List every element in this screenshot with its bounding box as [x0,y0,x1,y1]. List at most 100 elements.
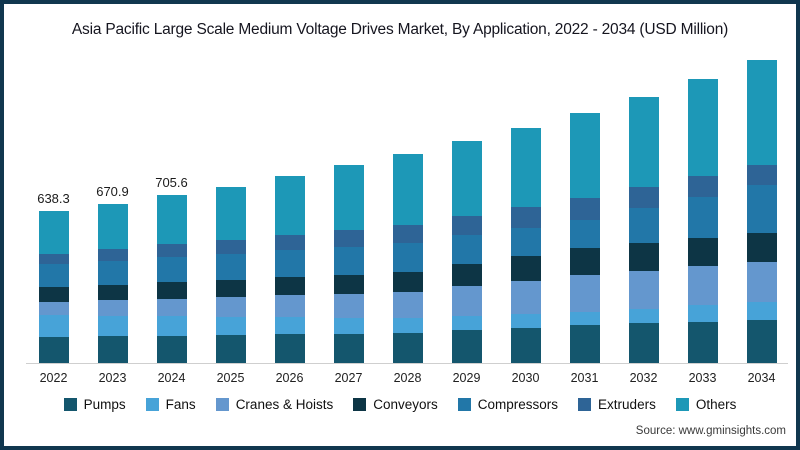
legend-item-fans: Fans [145,397,196,412]
legend-swatch-others [675,398,689,411]
legend-item-cranes-hoists: Cranes & Hoists [215,397,333,412]
bar-column-2025 [201,55,260,363]
segment-others-2022 [38,211,69,255]
legend-label-conveyors: Conveyors [373,397,438,412]
segment-fans-2026 [274,317,305,335]
segment-compressors-2030 [510,227,541,257]
legend-swatch-pumps [63,398,77,411]
segment-others-2024 [156,195,187,245]
segment-extruders-2031 [569,198,600,221]
segment-cranes-hoists-2025 [215,297,246,317]
segment-pumps-2027 [333,333,364,363]
segment-conveyors-2033 [687,238,718,267]
year-label-2026: 2026 [275,371,304,385]
segment-compressors-2027 [333,246,364,275]
segment-others-2033 [687,79,718,177]
segment-others-2027 [333,165,364,230]
bar-2027 [333,165,364,363]
segment-compressors-2025 [215,253,246,280]
bar-2023 [97,203,128,363]
bar-column-2031 [555,55,614,363]
segment-conveyors-2022 [38,287,69,303]
segment-conveyors-2025 [215,279,246,297]
legend-item-compressors: Compressors [457,397,559,412]
legend-swatch-extruders [578,398,592,411]
bar-2033 [687,79,718,363]
segment-fans-2023 [97,315,128,337]
segment-cranes-hoists-2022 [38,302,69,316]
x-axis-labels: 2022 2023 2024 2025 2026 2027 2028 2029 2030 2031… [24,371,791,385]
segment-others-2032 [628,97,659,187]
bar-column-2030 [496,55,555,363]
segment-others-2030 [510,128,541,208]
bar-2030 [510,128,541,363]
legend-label-others: Others [695,397,737,412]
year-label-2029: 2029 [452,371,481,385]
segment-fans-2025 [215,316,246,335]
year-label-2028: 2028 [393,371,422,385]
segment-extruders-2028 [392,225,423,243]
year-label-2024: 2024 [157,371,186,385]
segment-fans-2029 [451,316,482,331]
legend-swatch-conveyors [353,398,367,411]
bar-column-2028 [378,55,437,363]
segment-cranes-hoists-2032 [628,270,659,309]
segment-fans-2028 [392,318,423,333]
legend-swatch-fans [145,398,159,411]
segment-fans-2030 [510,314,541,328]
bar-2028 [392,154,423,363]
segment-compressors-2022 [38,264,69,288]
segment-compressors-2031 [569,220,600,249]
bar-column-2022: 638.3 [24,55,83,363]
bar-column-2024: 705.6 [142,55,201,363]
segment-cranes-hoists-2031 [569,275,600,313]
segment-extruders-2034 [746,165,777,186]
segment-conveyors-2030 [510,256,541,281]
segment-extruders-2029 [451,216,482,236]
segment-extruders-2030 [510,207,541,228]
segment-pumps-2024 [156,335,187,363]
year-label-2034: 2034 [747,371,776,385]
segment-pumps-2031 [569,325,600,363]
bar-column-2033 [673,55,732,363]
bar-column-2034 [732,55,791,363]
segment-extruders-2033 [687,176,718,197]
legend: Pumps Fans Cranes & Hoists Conveyors Compres… [4,397,796,412]
x-axis-line [26,363,788,364]
segment-others-2026 [274,176,305,235]
legend-label-extruders: Extruders [598,397,656,412]
legend-item-conveyors: Conveyors [353,397,438,412]
plot-area: 638.3 670.9 705.6 [24,55,791,363]
segment-others-2031 [569,113,600,199]
source-note: Source: www.gminsights.com [635,425,786,437]
segment-pumps-2026 [274,334,305,363]
bar-column-2023: 670.9 [83,55,142,363]
segment-fans-2032 [628,308,659,324]
segment-conveyors-2023 [97,284,128,301]
bar-value-label-2023: 670.9 [96,183,129,199]
segment-extruders-2026 [274,234,305,251]
year-label-2030: 2030 [511,371,540,385]
year-label-2023: 2023 [98,371,127,385]
legend-item-pumps: Pumps [63,397,126,412]
segment-cranes-hoists-2024 [156,298,187,317]
bar-2024 [156,195,187,363]
year-label-2022: 2022 [39,371,68,385]
segment-fans-2022 [38,315,69,337]
segment-others-2028 [392,154,423,225]
bar-2031 [569,113,600,363]
segment-compressors-2034 [746,185,777,234]
segment-cranes-hoists-2023 [97,300,128,316]
segment-pumps-2029 [451,330,482,363]
year-label-2031: 2031 [570,371,599,385]
bar-2029 [451,140,482,363]
segment-conveyors-2027 [333,274,364,294]
segment-conveyors-2032 [628,242,659,271]
segment-fans-2024 [156,316,187,336]
segment-pumps-2025 [215,335,246,363]
segment-conveyors-2026 [274,277,305,296]
segment-others-2023 [97,203,128,250]
year-label-2025: 2025 [216,371,245,385]
legend-label-compressors: Compressors [477,397,559,412]
